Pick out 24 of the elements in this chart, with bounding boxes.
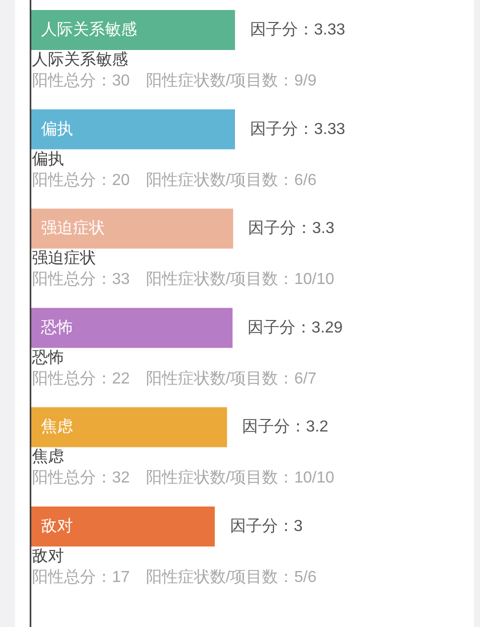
bar [31, 506, 215, 546]
bar [31, 407, 228, 448]
data-label: 因子分：3.29 [248, 319, 343, 336]
data-label: 因子分：3.33 [250, 120, 346, 138]
bar [31, 208, 234, 249]
annotation: 阳性总分：17 阳性症状数/项目数：5/6 [32, 568, 317, 586]
annotation: 阳性总分：20 阳性症状数/项目数：6/6 [32, 170, 317, 189]
bar [31, 109, 235, 150]
annotation: 阳性总分：32 阳性症状数/项目数：10/10 [32, 468, 334, 487]
bar [31, 308, 233, 348]
y-tick-label: 强迫症状 [41, 219, 105, 238]
data-label: 因子分：3 [230, 518, 303, 535]
data-label: 因子分：3.3 [248, 220, 335, 238]
annotation: 阳性总分：30 阳性症状数/项目数：9/9 [32, 72, 317, 90]
y-tick-label: 敌对 [41, 517, 73, 535]
y-tick-label: 偏执 [41, 120, 73, 138]
annotation: 阳性总分：33 阳性症状数/项目数：10/10 [32, 270, 334, 288]
y-tick-label: 焦虑 [41, 418, 73, 436]
y-tick-label: 恐怖 [40, 319, 73, 336]
data-label: 因子分：3.2 [242, 418, 328, 436]
annotation: 阳性总分：22 阳性症状数/项目数：6/7 [32, 369, 317, 388]
y-tick-label: 人际关系敏感 [41, 20, 137, 38]
data-label: 因子分：3.33 [250, 22, 346, 38]
bar [31, 10, 235, 50]
